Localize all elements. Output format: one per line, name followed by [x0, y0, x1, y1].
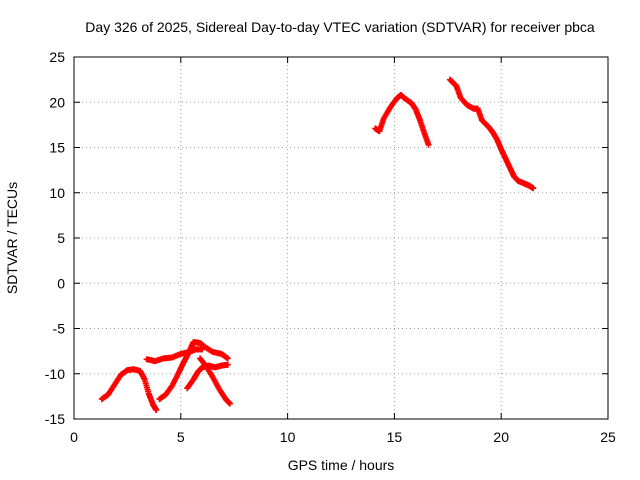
y-tick-label: 15: [49, 140, 65, 156]
x-tick-label: 25: [600, 429, 616, 445]
data-points: [98, 76, 537, 413]
y-tick-label: 10: [49, 185, 65, 201]
x-axis-label: GPS time / hours: [288, 457, 395, 473]
data-point: [226, 400, 233, 407]
x-tick-label: 5: [177, 429, 185, 445]
y-tick-label: -10: [45, 366, 65, 382]
data-point: [530, 185, 537, 192]
axis-ticks: 0 5 10 15 20 25 -15 -10 -5 0 5 10 15 20 25: [45, 49, 616, 445]
data-point: [425, 141, 432, 148]
series-arc-6: [372, 92, 432, 148]
data-point: [224, 355, 231, 362]
chart-title: Day 326 of 2025, Sidereal Day-to-day VTE…: [85, 19, 595, 35]
series-arc-1: [98, 366, 160, 413]
series-arc-5: [197, 355, 233, 407]
x-tick-label: 20: [493, 429, 509, 445]
y-axis-label: SDTVAR / TECUs: [4, 182, 20, 294]
y-tick-label: 0: [57, 275, 65, 291]
series-arc-3: [156, 339, 231, 403]
series-arc-2: [143, 346, 206, 365]
plot-frame: [73, 56, 609, 420]
y-tick-label: 25: [49, 49, 65, 65]
y-tick-label: 20: [49, 94, 65, 110]
series-arc-7: [446, 76, 537, 192]
x-tick-label: 0: [70, 429, 78, 445]
y-tick-label: -15: [45, 411, 65, 427]
y-tick-label: -5: [53, 321, 66, 337]
x-tick-label: 10: [280, 429, 296, 445]
data-point: [224, 361, 231, 368]
y-tick-label: 5: [57, 230, 65, 246]
data-point: [153, 406, 160, 413]
x-tick-label: 15: [387, 429, 403, 445]
grid-lines: [74, 57, 608, 419]
